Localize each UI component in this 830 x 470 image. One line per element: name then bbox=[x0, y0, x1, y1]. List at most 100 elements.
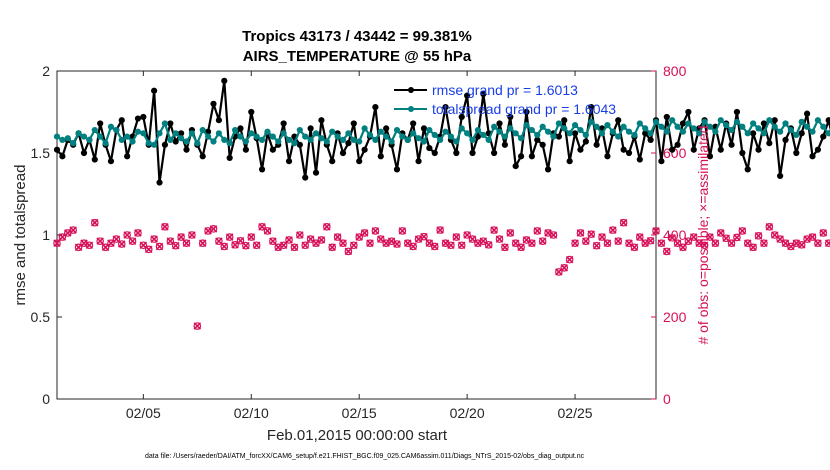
rmse-point bbox=[420, 125, 428, 132]
rmse-point bbox=[528, 153, 535, 160]
obs-possible-point bbox=[182, 239, 191, 248]
totalspread-point bbox=[750, 120, 757, 127]
obs-possible-point bbox=[215, 237, 223, 245]
rmse-point bbox=[728, 141, 735, 148]
obs-possible-point bbox=[754, 232, 763, 240]
x-tick-label: 02/10 bbox=[234, 405, 269, 421]
totalspread-point bbox=[356, 138, 363, 145]
totalspread-point bbox=[312, 130, 320, 137]
obs-possible-point bbox=[323, 223, 331, 231]
rmse-point bbox=[215, 117, 222, 124]
obs-possible-point bbox=[198, 239, 207, 248]
obs-possible-point bbox=[360, 229, 369, 237]
obs-assimilated-point bbox=[393, 240, 401, 248]
totalspread-point bbox=[426, 126, 433, 134]
obs-assimilated-point bbox=[776, 235, 784, 243]
totalspread-point bbox=[447, 133, 455, 140]
footer-datafile: data file: /Users/raeder/DAI/ATM_forcXX/… bbox=[145, 453, 585, 460]
rmse-point bbox=[161, 141, 169, 148]
totalspread-point bbox=[377, 128, 384, 135]
obs-assimilated-point bbox=[668, 234, 676, 242]
obs-possible-point bbox=[457, 241, 466, 250]
totalspread-point bbox=[561, 125, 568, 132]
obs-assimilated-point bbox=[522, 236, 531, 244]
obs-assimilated-point bbox=[792, 239, 801, 247]
obs-assimilated-point bbox=[215, 237, 223, 245]
x-tick-label: 02/15 bbox=[342, 405, 377, 421]
obs-assimilated-point bbox=[824, 239, 830, 247]
obs-assimilated-point bbox=[150, 235, 158, 243]
rmse-point bbox=[690, 146, 697, 153]
rmse-point bbox=[296, 141, 303, 148]
totalspread-point bbox=[642, 125, 649, 132]
totalspread-point bbox=[760, 130, 768, 137]
obs-possible-point bbox=[576, 229, 585, 237]
obs-assimilated-point bbox=[770, 231, 779, 239]
x-axis-label: Feb.01,2015 00:00:00 start bbox=[267, 427, 448, 444]
totalspread-point bbox=[712, 128, 719, 135]
totalspread-point bbox=[814, 117, 821, 124]
obs-possible-point bbox=[117, 240, 126, 248]
rmse-point bbox=[107, 158, 115, 165]
obs-assimilated-point bbox=[91, 218, 99, 227]
obs-possible-point bbox=[188, 231, 196, 239]
totalspread-point bbox=[151, 141, 158, 148]
obs-assimilated-point bbox=[765, 223, 774, 231]
rmse-point bbox=[442, 103, 449, 111]
obs-assimilated-point bbox=[533, 227, 542, 235]
obs-possible-point bbox=[662, 247, 671, 256]
right-tick-label: 800 bbox=[663, 63, 687, 79]
obs-possible-point bbox=[468, 235, 477, 243]
obs-assimilated-point bbox=[296, 231, 304, 239]
rmse-point bbox=[285, 158, 293, 165]
obs-possible-point bbox=[90, 218, 99, 227]
obs-assimilated-point bbox=[598, 233, 606, 241]
rmse-point bbox=[604, 153, 611, 160]
totalspread-point bbox=[766, 117, 773, 124]
totalspread-point bbox=[658, 123, 665, 130]
obs-possible-point bbox=[139, 241, 148, 250]
totalspread-point bbox=[523, 122, 530, 129]
totalspread-point bbox=[59, 136, 66, 143]
rmse-point bbox=[571, 130, 579, 137]
obs-assimilated-point bbox=[808, 233, 817, 241]
obs-possible-point bbox=[177, 233, 185, 241]
obs-assimilated-point bbox=[344, 247, 353, 256]
totalspread-point bbox=[825, 130, 830, 137]
right-tick-label: 600 bbox=[663, 145, 687, 161]
obs-possible-point bbox=[501, 243, 509, 252]
obs-possible-point bbox=[609, 226, 617, 234]
obs-assimilated-series bbox=[53, 218, 830, 330]
obs-possible-point bbox=[112, 235, 121, 243]
obs-assimilated-point bbox=[209, 225, 218, 233]
totalspread-point bbox=[215, 130, 222, 137]
obs-possible-point bbox=[463, 231, 471, 239]
obs-assimilated-point bbox=[274, 243, 283, 252]
obs-assimilated-point bbox=[673, 239, 682, 247]
rmse-point bbox=[593, 141, 600, 148]
totalspread-point bbox=[361, 125, 368, 132]
totalspread-point bbox=[248, 130, 255, 137]
obs-possible-point bbox=[538, 237, 547, 245]
rmse-point bbox=[118, 117, 125, 124]
totalspread-point bbox=[91, 126, 98, 134]
obs-assimilated-point bbox=[819, 229, 828, 237]
obs-possible-point bbox=[258, 223, 266, 231]
rmse-point bbox=[345, 140, 352, 147]
obs-assimilated-point bbox=[549, 231, 558, 239]
obs-possible-point bbox=[350, 241, 358, 250]
totalspread-point bbox=[75, 130, 82, 137]
totalspread-point bbox=[210, 138, 217, 145]
obs-assimilated-point bbox=[285, 236, 293, 244]
rmse-point bbox=[178, 130, 185, 137]
totalspread-point bbox=[598, 130, 606, 137]
obs-assimilated-point bbox=[420, 232, 428, 241]
totalspread-point bbox=[615, 133, 622, 140]
obs-possible-point bbox=[53, 239, 61, 248]
obs-possible-point bbox=[711, 239, 720, 248]
obs-possible-point bbox=[134, 229, 142, 237]
obs-possible-point bbox=[760, 239, 768, 248]
rmse-point bbox=[798, 130, 805, 137]
obs-possible-point bbox=[765, 223, 774, 231]
totalspread-point bbox=[124, 133, 131, 140]
